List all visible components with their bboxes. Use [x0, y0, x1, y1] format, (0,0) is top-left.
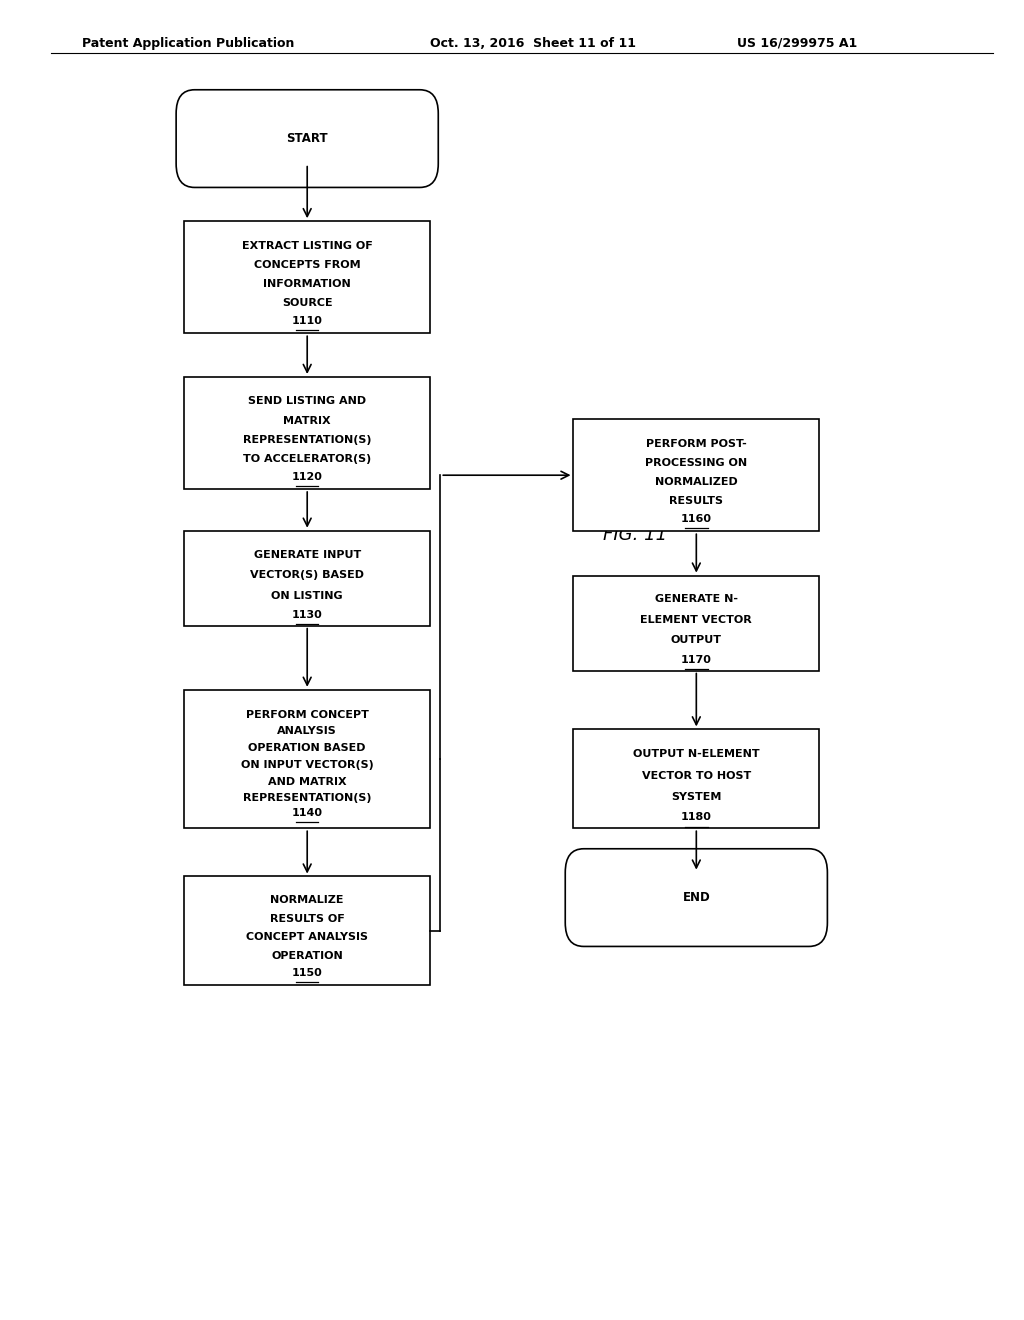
Text: ANALYSIS: ANALYSIS [278, 726, 337, 737]
Text: 1120: 1120 [292, 471, 323, 482]
Text: REPRESENTATION(S): REPRESENTATION(S) [243, 434, 372, 445]
Text: RESULTS OF: RESULTS OF [270, 913, 344, 924]
Bar [184, 378, 430, 488]
Text: 1170: 1170 [681, 655, 712, 665]
Text: CONCEPTS FROM: CONCEPTS FROM [254, 260, 360, 269]
Text: ON LISTING: ON LISTING [271, 590, 343, 601]
Text: MATRIX: MATRIX [284, 416, 331, 425]
Text: INFORMATION: INFORMATION [263, 279, 351, 289]
Text: NORMALIZE: NORMALIZE [270, 895, 344, 906]
Text: NORMALIZED: NORMALIZED [655, 477, 737, 487]
Bar [184, 220, 430, 333]
Bar [184, 689, 430, 829]
Bar [573, 576, 819, 671]
Text: VECTOR(S) BASED: VECTOR(S) BASED [250, 570, 365, 579]
Text: CONCEPT ANALYSIS: CONCEPT ANALYSIS [246, 932, 369, 942]
Text: ELEMENT VECTOR: ELEMENT VECTOR [640, 615, 753, 624]
Text: REPRESENTATION(S): REPRESENTATION(S) [243, 793, 372, 804]
Text: US 16/299975 A1: US 16/299975 A1 [737, 37, 857, 50]
Text: Oct. 13, 2016  Sheet 11 of 11: Oct. 13, 2016 Sheet 11 of 11 [430, 37, 636, 50]
Text: TO ACCELERATOR(S): TO ACCELERATOR(S) [243, 454, 372, 463]
Text: OUTPUT: OUTPUT [671, 635, 722, 645]
Text: OPERATION BASED: OPERATION BASED [249, 743, 366, 754]
Text: 1160: 1160 [681, 513, 712, 524]
Text: 1180: 1180 [681, 812, 712, 822]
Text: FIG. 11: FIG. 11 [603, 525, 667, 544]
Bar [184, 876, 430, 985]
Text: 1110: 1110 [292, 315, 323, 326]
Text: GENERATE N-: GENERATE N- [654, 594, 738, 605]
Text: 1140: 1140 [292, 808, 323, 818]
Text: Patent Application Publication: Patent Application Publication [82, 37, 294, 50]
Text: PROCESSING ON: PROCESSING ON [645, 458, 748, 467]
Text: PERFORM POST-: PERFORM POST- [646, 438, 746, 449]
Bar [573, 729, 819, 829]
Text: SOURCE: SOURCE [282, 298, 333, 308]
Text: 1150: 1150 [292, 968, 323, 978]
Text: SYSTEM: SYSTEM [671, 792, 722, 803]
Text: ON INPUT VECTOR(S): ON INPUT VECTOR(S) [241, 760, 374, 770]
Text: END: END [682, 891, 711, 904]
FancyBboxPatch shape [176, 90, 438, 187]
Text: RESULTS: RESULTS [670, 496, 723, 506]
Text: VECTOR TO HOST: VECTOR TO HOST [642, 771, 751, 780]
Text: SEND LISTING AND: SEND LISTING AND [248, 396, 367, 407]
Bar [573, 420, 819, 531]
Text: OPERATION: OPERATION [271, 950, 343, 961]
Text: GENERATE INPUT: GENERATE INPUT [254, 549, 360, 560]
Text: OUTPUT N-ELEMENT: OUTPUT N-ELEMENT [633, 750, 760, 759]
FancyBboxPatch shape [565, 849, 827, 946]
Bar [184, 531, 430, 626]
Text: START: START [287, 132, 328, 145]
Text: PERFORM CONCEPT: PERFORM CONCEPT [246, 710, 369, 719]
Text: 1130: 1130 [292, 610, 323, 620]
Text: EXTRACT LISTING OF: EXTRACT LISTING OF [242, 240, 373, 251]
Text: AND MATRIX: AND MATRIX [268, 776, 346, 787]
